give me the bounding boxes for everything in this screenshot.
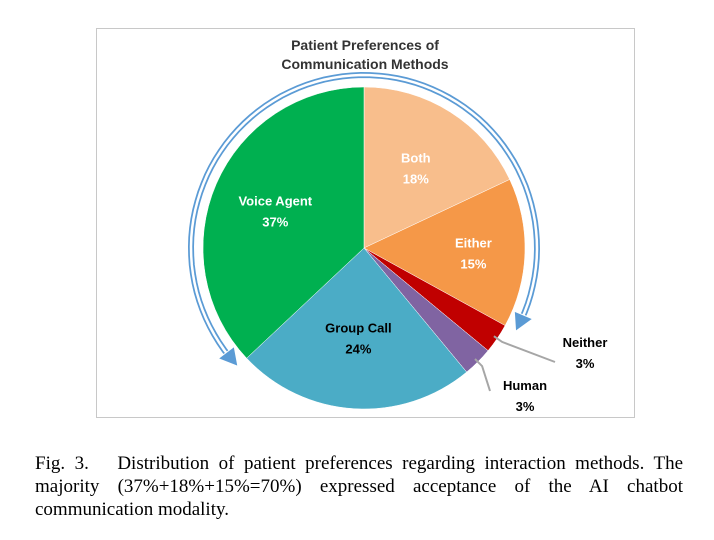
caption-text: Distribution of patient preferences rega… [35,453,688,520]
slice-label-name-both: Both [401,150,431,165]
acceptance-arrow [187,71,541,368]
slice-labels: Both 18% Either 15% Neither 3% Human 3% Group Ca… [238,150,607,414]
pie-slice-voice-agent [202,86,365,359]
acceptance-arrow-head-end [217,345,239,368]
slice-label-value-either: 15% [460,256,486,271]
caption-figure-label: Fig. 3. [35,453,89,474]
slice-label-name-either: Either [455,235,492,250]
acceptance-arrow-inner-stroke [189,73,539,359]
slice-label-value-voice-agent: 37% [262,215,288,230]
slice-label-value-both: 18% [403,171,429,186]
pie-slice-group-call [246,247,467,410]
slice-label-name-group-call: Group Call [325,320,391,335]
chart-title-line-1: Patient Preferences of [291,37,439,53]
pie-slices [202,86,526,410]
leader-line-human [474,358,491,392]
chart-title-line-2: Communication Methods [281,56,448,72]
slice-label-name-neither: Neither [563,335,608,350]
pie-slice-either [363,179,526,326]
figure-frame: Patient Preferences of Communication Met… [96,28,635,418]
pie-slice-both [363,86,511,249]
acceptance-arrow-head-start [513,310,534,333]
pie-chart: Patient Preferences of Communication Met… [187,37,607,414]
figure-caption: Fig. 3. Distribution of patient preferen… [35,452,683,521]
slice-label-value-human: 3% [516,399,535,414]
slice-label-value-neither: 3% [576,356,595,371]
leader-line-neither [493,335,556,363]
slice-label-name-voice-agent: Voice Agent [238,194,312,209]
slice-label-value-group-call: 24% [345,341,371,356]
leader-lines [474,335,556,392]
slice-label-name-human: Human [503,378,547,393]
